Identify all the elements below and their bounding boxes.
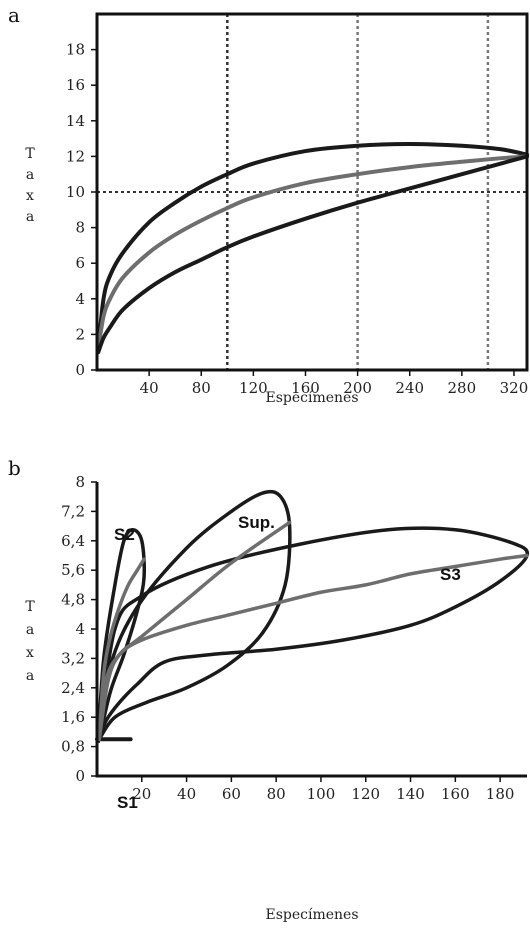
panel-b-x-axis-label: Especímenes	[265, 907, 358, 923]
x-tick-label: 20	[132, 785, 151, 803]
y-tick-label: 4	[75, 620, 85, 638]
panel-b-label: b	[8, 456, 21, 480]
panel-b-y-ticks: 0 0,8 1,6 2,4 3,2 4 4,8 5,6 6,4 7,2 8	[61, 473, 97, 785]
x-tick-label: 100	[307, 785, 336, 803]
panel-a-series	[96, 141, 529, 355]
y-tick-label: 10	[66, 183, 85, 201]
y-tick-label: 12	[66, 147, 85, 165]
panel-b-x-ticks: 20 40 60 80 100 120 140 160 180	[132, 776, 514, 803]
y-tick-label: 3,2	[61, 649, 85, 667]
x-tick-label: 120	[239, 379, 268, 397]
panel-b-axes	[95, 482, 527, 778]
y-tick-label: 1,6	[61, 708, 85, 726]
panel-a-y-ticks: 0 2 4 6 8 10 12 14 16 18	[66, 41, 97, 379]
y-tick-label: 0	[75, 361, 85, 379]
y-tick-label: 4	[75, 290, 85, 308]
rarefaction-curve-s2	[97, 557, 146, 741]
y-tick-label: 8	[75, 219, 85, 237]
x-tick-label: 200	[343, 379, 372, 397]
panel-b-series	[95, 520, 529, 742]
annotation-s3: S3	[440, 565, 461, 584]
y-tick-label: 5,6	[61, 561, 85, 579]
annotation-s1: S1	[117, 793, 138, 812]
y-tick-label: 2,4	[61, 679, 85, 697]
x-tick-label: 180	[486, 785, 515, 803]
x-tick-label: 80	[267, 785, 286, 803]
x-tick-label: 160	[441, 785, 470, 803]
x-tick-label: 140	[396, 785, 425, 803]
y-tick-label: 0,8	[61, 738, 85, 756]
panel-a-frame	[95, 12, 529, 372]
x-tick-label: 40	[177, 785, 196, 803]
rarefaction-curve-1	[96, 141, 529, 351]
y-tick-label: 0	[75, 767, 85, 785]
annotation-sup: Sup.	[238, 513, 275, 532]
rarefaction-curve-sup	[97, 520, 292, 741]
panel-a-x-ticks: 40 80 120 160 200 240 280 320	[140, 370, 529, 397]
x-tick-label: 240	[395, 379, 424, 397]
x-tick-label: 160	[291, 379, 320, 397]
y-tick-label: 14	[66, 112, 85, 130]
panel-b: b 20 40 60 80 100 120 140 160 180 0 0,8 1,6 2,4 3,2 4…	[8, 456, 530, 923]
annotation-s2: S2	[114, 525, 135, 544]
x-tick-label: 80	[192, 379, 211, 397]
panel-a-x-axis-label: Especímenes	[265, 390, 358, 406]
envelope-s2	[96, 528, 147, 744]
panel-a-reference-lines	[97, 14, 527, 370]
x-tick-label: 60	[222, 785, 241, 803]
rarefaction-curve-s3	[97, 553, 529, 741]
panel-a-label: a	[8, 3, 20, 27]
envelope-s3	[97, 526, 530, 740]
y-tick-label: 18	[66, 41, 85, 59]
x-tick-label: 280	[448, 379, 477, 397]
y-tick-label: 16	[66, 76, 85, 94]
panel-a: a 40 80 120 160 200 240 280 320 0 2 4 6 8 10 12 14 16 18…	[8, 3, 529, 406]
rarefaction-curve-3	[96, 154, 529, 355]
y-tick-label: 8	[75, 473, 85, 491]
x-tick-label: 40	[140, 379, 159, 397]
y-tick-label: 7,2	[61, 502, 85, 520]
x-tick-label: 320	[500, 379, 529, 397]
y-tick-label: 6	[75, 254, 85, 272]
y-tick-label: 2	[75, 325, 85, 343]
rarefaction-curve-2	[96, 154, 529, 351]
y-tick-label: 6,4	[61, 532, 85, 550]
x-tick-label: 120	[351, 785, 380, 803]
y-tick-label: 4,8	[61, 591, 85, 609]
